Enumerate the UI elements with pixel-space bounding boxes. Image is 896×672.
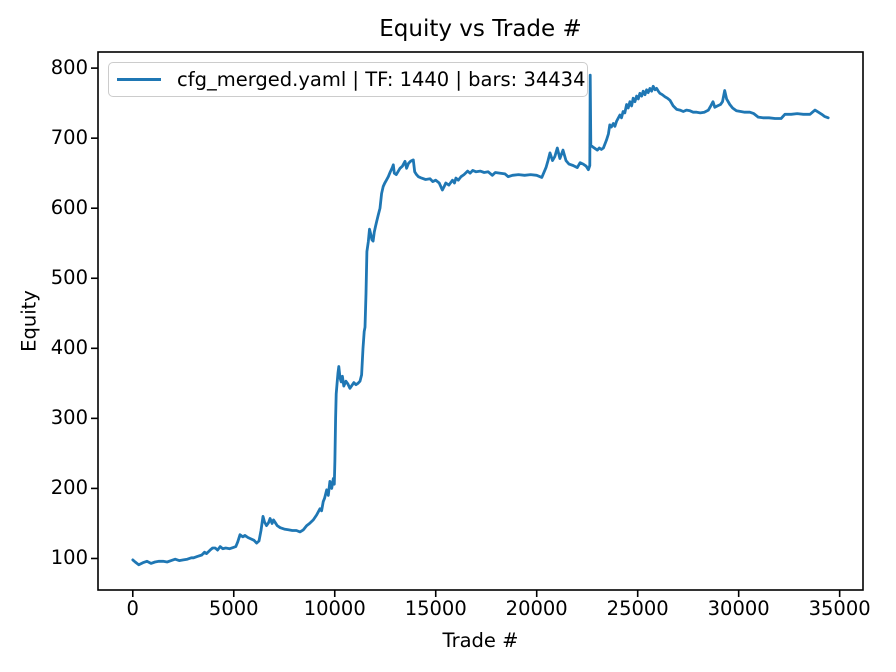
y-tick-label: 800 — [50, 56, 88, 80]
x-axis-label: Trade # — [442, 629, 519, 652]
y-tick-label: 300 — [50, 406, 88, 430]
y-tick-label: 100 — [50, 546, 88, 570]
x-tick-label: 15000 — [404, 597, 467, 620]
plot-border — [97, 51, 864, 591]
x-tick-label: 20000 — [505, 597, 568, 620]
x-tick-label: 0 — [126, 597, 139, 620]
x-tick-label: 10000 — [303, 597, 366, 620]
y-tick-label: 600 — [50, 196, 88, 220]
x-tick-label: 5000 — [208, 597, 259, 620]
y-tick-label: 700 — [50, 126, 88, 150]
legend-line-sample-icon — [117, 78, 161, 81]
x-tick-label: 35000 — [808, 597, 871, 620]
legend-label: cfg_merged.yaml | TF: 1440 | bars: 34434 — [177, 68, 586, 91]
x-tick-label: 30000 — [707, 597, 770, 620]
chart-title: Equity vs Trade # — [379, 16, 582, 42]
y-tick-label: 500 — [50, 266, 88, 290]
equity-line-series — [131, 73, 830, 567]
legend: cfg_merged.yaml | TF: 1440 | bars: 34434 — [108, 62, 588, 97]
y-tick-label: 400 — [50, 336, 88, 360]
x-tick-label: 25000 — [606, 597, 669, 620]
y-tick-label: 200 — [50, 476, 88, 500]
